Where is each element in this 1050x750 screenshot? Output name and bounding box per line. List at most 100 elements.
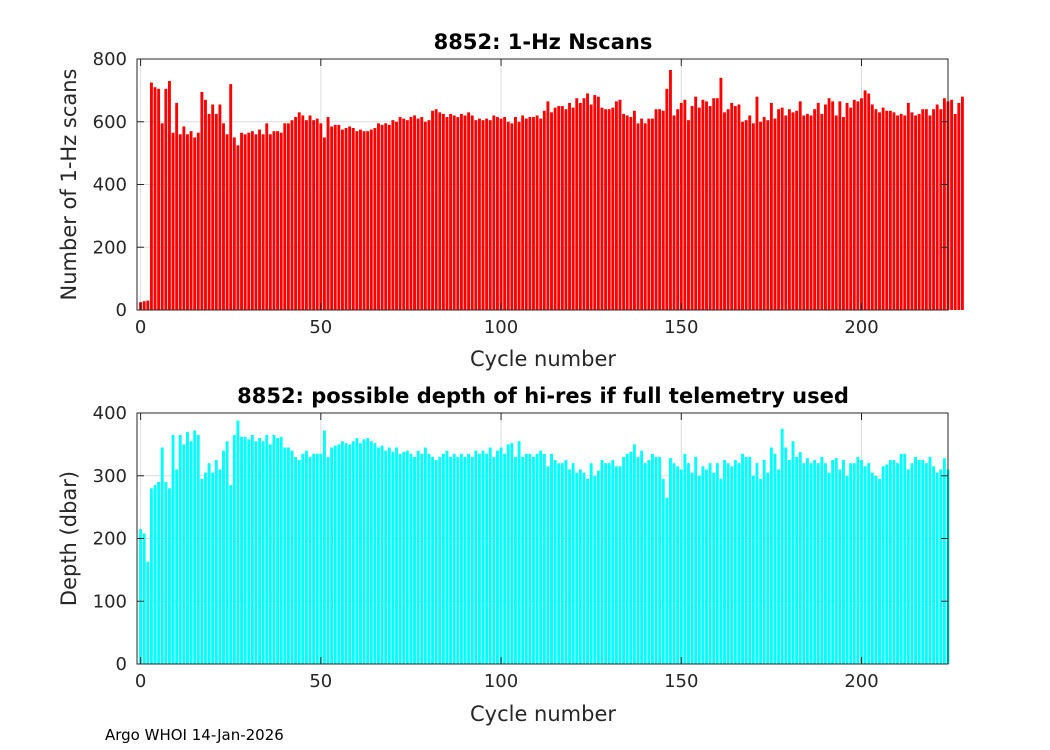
depth-bars — [139, 420, 950, 665]
nscans-bar — [791, 112, 795, 310]
nscans-bar — [467, 112, 471, 310]
nscans-bar — [708, 106, 712, 310]
depth-bar — [488, 447, 492, 664]
nscans-bar — [369, 129, 373, 310]
nscans-bar — [240, 132, 243, 310]
depth-bar — [431, 456, 434, 664]
nscans-bar — [809, 115, 813, 310]
nscans-bar — [679, 102, 683, 311]
depth-x-ticks: 0 50 100 150 200 — [135, 413, 879, 692]
nscans-y-ticks: 0 200 400 600 800 — [93, 49, 948, 321]
depth-bar — [813, 460, 817, 664]
depth-bar — [247, 439, 251, 664]
nscans-x-tick-label: 100 — [484, 317, 518, 338]
nscans-bar — [261, 134, 265, 310]
depth-bar — [171, 434, 175, 664]
depth-bar — [355, 438, 359, 664]
depth-bar — [301, 453, 305, 664]
depth-bar — [348, 444, 352, 665]
nscans-bar — [279, 132, 283, 310]
depth-y-tick-label: 0 — [116, 654, 127, 675]
depth-bar — [650, 453, 654, 664]
depth-bar — [369, 441, 373, 664]
depth-bar — [863, 466, 867, 664]
nscans-bar — [189, 131, 193, 310]
depth-bar — [279, 436, 283, 664]
depth-x-tick-label: 200 — [844, 671, 878, 692]
nscans-bar — [413, 115, 416, 310]
nscans-bar — [888, 110, 892, 311]
depth-chart-title: 8852: possible depth of hi-res if full t… — [237, 384, 849, 408]
depth-bar — [557, 463, 561, 664]
nscans-bar — [301, 115, 305, 310]
depth-bar — [200, 478, 204, 664]
nscans-bar — [932, 109, 936, 310]
depth-bar — [542, 453, 546, 664]
depth-bar — [521, 456, 525, 664]
depth-bar — [640, 450, 644, 664]
nscans-x-tick-label: 200 — [844, 317, 878, 338]
nscans-bar — [885, 110, 889, 311]
depth-bar — [838, 469, 842, 664]
nscans-bar — [881, 107, 885, 310]
depth-bar — [899, 453, 903, 664]
nscans-bar — [766, 120, 770, 311]
depth-x-tick-label: 100 — [484, 671, 518, 692]
depth-y-tick-label: 300 — [93, 466, 127, 487]
nscans-bar — [723, 112, 726, 310]
depth-bar — [694, 456, 698, 664]
depth-bar — [755, 463, 759, 664]
depth-bar — [423, 447, 427, 664]
nscans-bar — [910, 112, 914, 310]
nscans-bar — [607, 109, 611, 310]
depth-bar — [474, 450, 478, 664]
nscans-bar — [344, 128, 348, 310]
nscans-bar — [420, 117, 424, 310]
nscans-bar — [488, 120, 492, 311]
nscans-bar — [712, 98, 716, 310]
nscans-bar — [485, 118, 489, 310]
depth-bar — [532, 456, 535, 664]
nscans-bar — [272, 131, 276, 310]
nscans-bar — [243, 134, 247, 310]
nscans-bar — [481, 120, 485, 311]
depth-bar — [481, 450, 485, 664]
nscans-bar — [499, 118, 503, 310]
nscans-bar — [661, 110, 665, 311]
depth-bar — [258, 438, 261, 664]
nscans-bar — [398, 117, 402, 310]
nscans-bar — [387, 124, 391, 310]
depth-bar — [892, 460, 896, 664]
depth-bar — [514, 456, 517, 664]
nscans-bar — [694, 96, 698, 311]
nscans-bar — [726, 109, 730, 310]
depth-bar — [564, 460, 568, 664]
depth-bar — [582, 472, 586, 664]
nscans-bar — [665, 88, 669, 310]
nscans-bar — [283, 123, 287, 310]
nscans-bar — [153, 87, 157, 311]
nscans-bar — [528, 117, 532, 310]
nscans-bar — [225, 134, 229, 310]
nscans-bar — [924, 109, 928, 310]
nscans-bar — [459, 113, 463, 310]
depth-bar — [842, 460, 845, 664]
nscans-bar — [423, 121, 427, 310]
nscans-bar — [196, 132, 200, 310]
nscans-y-axis-label: Number of 1-Hz scans — [57, 69, 81, 301]
depth-bar — [499, 447, 503, 664]
nscans-bar — [268, 134, 272, 310]
nscans-bar — [586, 93, 589, 310]
depth-bar — [402, 451, 406, 664]
nscans-x-tick-label: 50 — [309, 317, 332, 338]
nscans-bar — [867, 93, 871, 310]
depth-bar — [539, 450, 543, 664]
depth-bar — [467, 453, 471, 664]
depth-bar — [341, 441, 344, 664]
depth-bar — [168, 488, 171, 664]
nscans-bar — [578, 102, 582, 311]
depth-bar — [405, 450, 409, 664]
depth-bar — [578, 469, 582, 664]
depth-bar — [322, 430, 326, 664]
nscans-bar — [647, 118, 651, 310]
